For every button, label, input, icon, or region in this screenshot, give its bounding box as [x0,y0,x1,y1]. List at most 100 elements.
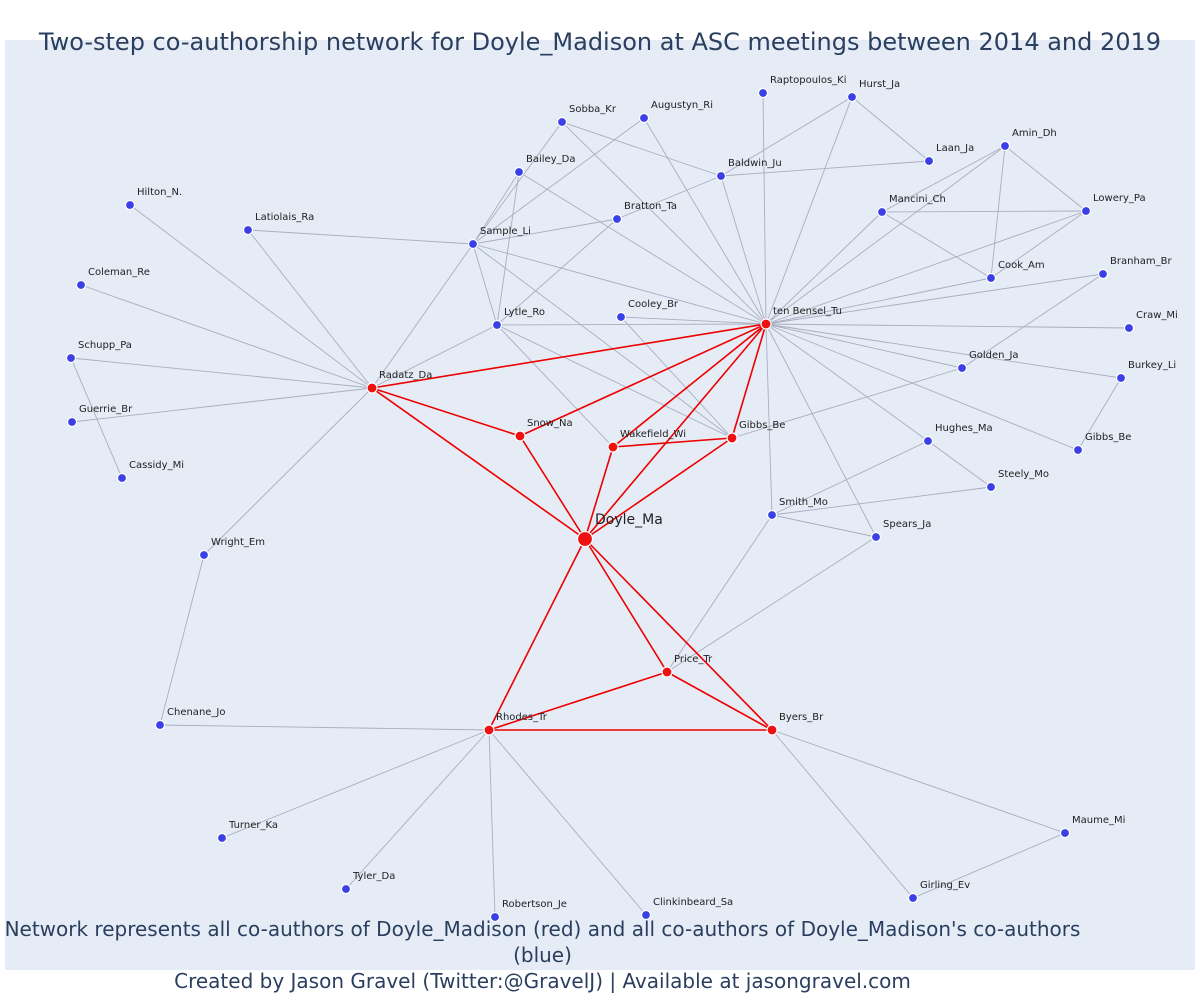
node-chenane[interactable] [154,719,166,731]
node-amin[interactable] [999,140,1011,152]
edge-doyle-radatz [371,387,586,540]
node-spears[interactable] [870,531,882,543]
edge-bailey-tenbensel [518,171,767,325]
node-label-byers: Byers_Br [779,712,824,723]
edge-augustyn-tenbensel [643,117,767,325]
edge-radatz-sample [371,243,474,389]
edge-sample-gibbs1 [472,243,733,439]
node-turner[interactable] [216,832,228,844]
node-smith[interactable] [766,509,778,521]
node-tenbensel[interactable] [760,318,772,330]
edge-lytle-wakefield [496,324,614,448]
node-tyler[interactable] [340,883,352,895]
node-wakefield[interactable] [607,441,619,453]
edge-hughes-steely [927,440,992,488]
edge-radatz-wright [203,387,373,556]
node-hilton[interactable] [124,199,136,211]
node-lowery[interactable] [1080,205,1092,217]
node-label-sample: Sample_Li [480,226,531,237]
node-cook[interactable] [985,272,997,284]
edge-rhodes-chenane [159,724,490,731]
node-hurst[interactable] [846,91,858,103]
node-bailey[interactable] [513,166,525,178]
node-cooley[interactable] [615,311,627,323]
edge-branham-golden [961,273,1104,369]
node-burkey[interactable] [1115,372,1127,384]
node-label-coleman: Coleman_Re [88,267,150,278]
edge-doyle-byers [584,538,773,731]
edge-mancini-tenbensel [765,211,883,325]
node-sample[interactable] [467,238,479,250]
node-label-doyle: Doyle_Ma [595,512,663,528]
node-label-radatz: Radatz_Da [379,370,432,381]
node-doyle[interactable] [576,530,594,548]
node-guerrie[interactable] [66,416,78,428]
node-label-hurst: Hurst_Ja [859,79,900,90]
node-label-girling: Girling_Ev [920,880,970,891]
node-maume[interactable] [1059,827,1071,839]
node-wright[interactable] [198,549,210,561]
node-hughes[interactable] [922,435,934,447]
node-mancini[interactable] [876,206,888,218]
node-clinkinbeard[interactable] [640,909,652,921]
edge-bailey-lytle [496,171,520,326]
node-golden[interactable] [956,362,968,374]
node-steely[interactable] [985,481,997,493]
node-craw[interactable] [1123,322,1135,334]
edge-smith-tenbensel [765,323,773,516]
node-lytle[interactable] [491,319,503,331]
node-label-augustyn: Augustyn_Ri [651,100,713,111]
node-cassidy[interactable] [116,472,128,484]
node-laan[interactable] [923,155,935,167]
edge-maume-girling [912,832,1066,899]
edge-mancini-lowery [881,210,1087,213]
node-sobba[interactable] [556,116,568,128]
grey-edges [70,92,1130,918]
edge-hurst-laan [851,96,930,162]
edge-mancini-cook [881,211,992,279]
edge-cook-tenbensel [765,277,992,325]
node-gibbs1[interactable] [726,432,738,444]
node-byers[interactable] [766,724,778,736]
node-label-clinkinbeard: Clinkinbeard_Sa [653,897,733,908]
node-coleman[interactable] [75,279,87,291]
node-augustyn[interactable] [638,112,650,124]
edge-cooley-gibbs1 [620,316,733,439]
node-snow[interactable] [514,430,526,442]
edge-radatz-latiolais [247,229,373,389]
node-bratton[interactable] [611,213,623,225]
node-label-mancini: Mancini_Ch [889,194,946,205]
edge-sample-bratton [472,218,618,245]
edge-wakefield-gibbs1 [612,437,733,448]
node-schupp[interactable] [65,352,77,364]
node-label-rhodes: Rhodes_Tr [496,712,548,723]
edge-sample-augustyn [472,117,645,245]
node-label-wakefield: Wakefield_Wi [620,429,686,440]
edge-hughes-smith [771,440,929,516]
node-label-smith: Smith_Mo [779,497,828,508]
edge-golden-gibbs1 [731,367,963,439]
node-girling[interactable] [907,892,919,904]
edge-price-byers [666,671,773,731]
node-branham[interactable] [1097,268,1109,280]
node-robertson[interactable] [489,911,501,923]
node-label-price: Price_Tr [674,654,713,665]
edge-doyle-snow [519,435,586,540]
node-label-robertson: Robertson_Je [502,899,567,910]
node-label-tenbensel: ten Bensel_Tu [773,306,842,317]
node-raptopoulos[interactable] [757,87,769,99]
edge-byers-girling [771,729,914,899]
node-radatz[interactable] [366,382,378,394]
node-rhodes[interactable] [483,724,495,736]
edge-gibbs1-tenbensel [731,323,767,439]
node-gibbs2[interactable] [1072,444,1084,456]
edge-hurst-tenbensel [765,96,853,325]
node-baldwin[interactable] [715,170,727,182]
edge-sobba-baldwin [561,121,722,177]
node-latiolais[interactable] [242,224,254,236]
node-label-gibbs2: Gibbs_Be [1085,432,1131,443]
edge-doyle-tenbensel [584,323,767,540]
node-label-sobba: Sobba_Kr [569,104,617,115]
node-price[interactable] [661,666,673,678]
node-label-schupp: Schupp_Pa [78,340,132,351]
